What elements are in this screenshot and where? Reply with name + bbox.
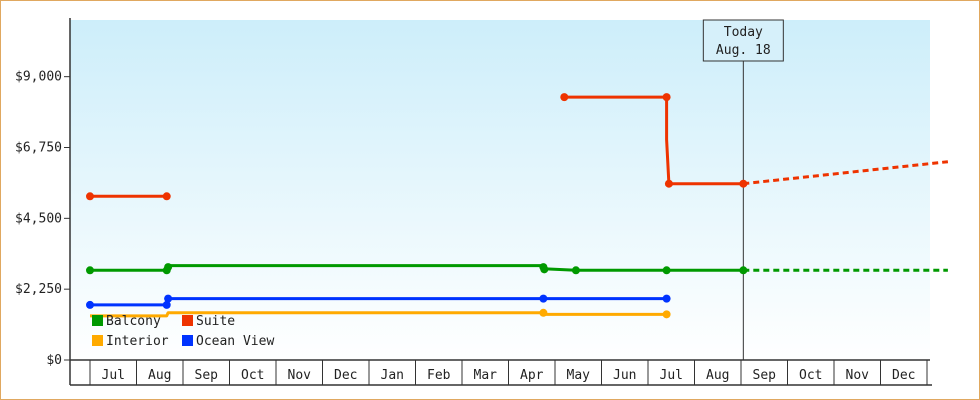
legend-item-ocean-view: Ocean View: [182, 334, 274, 349]
data-point: [162, 300, 171, 309]
legend-label: Suite: [196, 314, 235, 329]
data-point: [662, 93, 671, 102]
legend-swatch: [92, 315, 103, 326]
data-point: [662, 266, 671, 275]
today-date-label: Aug. 18: [716, 43, 771, 58]
data-point: [164, 263, 173, 272]
series-balcony: [86, 263, 948, 275]
legend-swatch: [92, 335, 103, 346]
x-tick-label: May: [567, 368, 591, 383]
x-tick-label: Mar: [474, 368, 498, 383]
legend-label: Interior: [106, 334, 169, 349]
x-tick-label: Jul: [102, 368, 125, 383]
data-point: [539, 294, 548, 303]
legend: Balcony Suite Interior Ocean View: [92, 314, 274, 349]
data-point: [664, 179, 673, 188]
y-axis: $0 $2,250 $4,500 $6,750 $9,000: [15, 18, 71, 385]
data-point: [739, 266, 748, 275]
data-point: [164, 294, 173, 303]
legend-label: Balcony: [106, 314, 161, 329]
series-line: [90, 311, 667, 318]
y-tick-label: $6,750: [15, 141, 62, 156]
series-projection: [743, 160, 949, 186]
data-point: [739, 179, 748, 188]
today-label-box: [702, 19, 784, 62]
x-tick-label: Jul: [660, 368, 683, 383]
legend-item-balcony: Balcony: [92, 314, 161, 329]
today-marker: Today Aug. 18: [702, 19, 784, 360]
x-axis: Jul Aug Sep Oct Nov Dec Jan Feb Mar Apr May Jun Jul A…: [70, 359, 932, 386]
y-tick-label: $0: [46, 353, 62, 368]
data-point: [662, 310, 671, 319]
series-interior: [90, 308, 671, 319]
x-tick-label: Jan: [381, 368, 404, 383]
x-tick-label: Oct: [799, 368, 822, 383]
legend-swatch: [182, 315, 193, 326]
data-point: [162, 192, 171, 201]
legend-label: Ocean View: [196, 334, 274, 349]
data-point: [662, 294, 671, 303]
legend-item-suite: Suite: [182, 314, 235, 329]
x-tick-label: Nov: [846, 368, 870, 383]
data-point: [86, 192, 94, 201]
data-point: [560, 93, 569, 102]
series-suite: [86, 93, 949, 201]
series-lines: [86, 93, 949, 319]
x-tick-label: Aug: [706, 368, 729, 383]
today-label: Today: [724, 25, 763, 40]
legend-swatch: [182, 335, 193, 346]
x-tick-label: Sep: [195, 368, 219, 383]
y-tick-label: $2,250: [15, 282, 62, 297]
x-tick-label: Aug: [148, 368, 171, 383]
series-ocean-view: [86, 294, 671, 309]
data-point: [540, 265, 549, 274]
legend-item-interior: Interior: [92, 334, 169, 349]
x-tick-label: Apr: [520, 368, 544, 383]
x-tick-label: Sep: [753, 368, 777, 383]
plot-area: [70, 20, 930, 360]
data-point: [86, 266, 94, 275]
y-tick-label: $9,000: [15, 70, 62, 85]
x-tick-label: Dec: [892, 368, 915, 383]
x-tick-label: Feb: [427, 368, 451, 383]
x-tick-label: Oct: [241, 368, 264, 383]
x-tick-label: Jun: [613, 368, 636, 383]
data-point: [86, 300, 94, 309]
y-tick-label: $4,500: [15, 211, 62, 226]
x-tick-label: Nov: [288, 368, 312, 383]
data-point: [539, 308, 548, 317]
x-tick-label: Dec: [334, 368, 357, 383]
data-point: [571, 266, 580, 275]
series-line: [564, 95, 744, 186]
